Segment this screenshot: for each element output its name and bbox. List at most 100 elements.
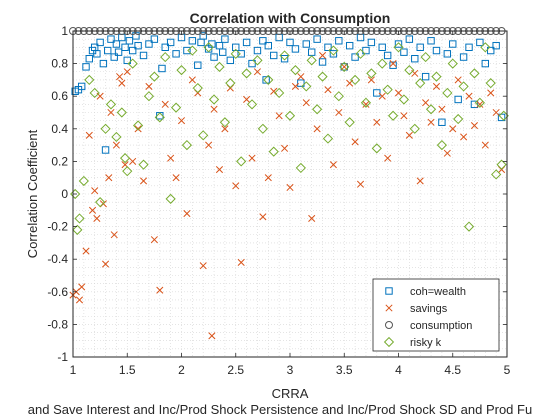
point-savings-stroke-b (118, 79, 126, 87)
point-savings (161, 100, 169, 108)
point-risky-k (453, 113, 464, 125)
point-coh-wealth (345, 41, 354, 50)
point-savings (210, 105, 218, 113)
point-coh-wealth (297, 79, 305, 87)
point-savings-stroke-b (356, 180, 365, 188)
point-coh-wealth (318, 58, 327, 66)
x-tick-label: 3 (287, 363, 294, 377)
point-coh-wealth (362, 46, 370, 55)
y-tick-label: 0.2 (51, 154, 68, 168)
point-coh-wealth (110, 53, 118, 61)
point-savings-stroke-b (210, 105, 218, 113)
point-coh-wealth (232, 43, 240, 51)
point-savings-stroke-b (449, 125, 457, 133)
point-coh-wealth (77, 82, 86, 91)
point-coh-wealth (264, 41, 273, 50)
point-coh-wealth (114, 48, 123, 56)
point-risky-k (322, 133, 334, 144)
point-risky-k (360, 97, 372, 108)
point-savings (297, 73, 305, 81)
point-risky-k (138, 159, 149, 170)
legend-marker-savings (385, 304, 393, 312)
point-savings-stroke-b (259, 213, 267, 221)
point-savings-stroke-b (150, 236, 158, 244)
point-risky-k (165, 193, 176, 204)
point-savings-stroke-b (460, 133, 468, 141)
point-coh-wealth (242, 38, 251, 47)
point-coh-wealth (394, 40, 403, 48)
point-savings (362, 100, 370, 108)
point-savings-stroke-b (253, 68, 262, 76)
point-risky-k (312, 104, 323, 115)
point-savings (318, 51, 327, 60)
point-savings (481, 141, 489, 149)
point-coh-wealth (416, 43, 424, 51)
point-savings (253, 68, 262, 76)
point-savings-stroke-b (384, 154, 392, 162)
point-risky-k (404, 65, 415, 76)
point-coh-wealth (487, 46, 495, 55)
point-savings (384, 154, 392, 162)
point-savings-stroke-b (411, 69, 419, 77)
point-savings-stroke-b (378, 92, 386, 100)
point-risky-k (469, 68, 480, 79)
point-coh-wealth (421, 72, 430, 81)
point-coh-wealth (188, 37, 197, 45)
point-savings-stroke-b (199, 262, 207, 270)
point-risky-k (236, 156, 247, 167)
point-savings (432, 82, 441, 90)
y-tick-label: 0 (61, 187, 68, 201)
point-savings (139, 177, 148, 185)
point-savings (324, 86, 332, 94)
point-savings-stroke-b (78, 283, 86, 291)
point-risky-k (95, 197, 106, 208)
point-risky-k (349, 74, 361, 86)
point-coh-wealth (324, 43, 332, 51)
point-risky-k (393, 42, 404, 53)
point-savings-stroke-b (110, 231, 118, 239)
point-coh-wealth (219, 48, 227, 56)
point-savings-stroke-b (215, 165, 224, 174)
legend-marker-coh-wealth (385, 287, 393, 295)
point-risky-k (252, 55, 263, 66)
point-savings-stroke-b (302, 99, 310, 107)
y-tick-label: -1 (57, 350, 68, 364)
point-savings-stroke-b (324, 86, 332, 94)
point-coh-wealth (172, 50, 180, 58)
point-risky-k (203, 42, 214, 53)
point-coh-wealth (329, 50, 338, 58)
point-risky-k (377, 58, 388, 69)
point-risky-k (366, 68, 377, 79)
point-coh-wealth (101, 146, 110, 154)
point-risky-k (78, 175, 89, 187)
point-savings-stroke-b (416, 177, 424, 185)
point-savings-stroke-b (183, 210, 191, 218)
point-savings (264, 174, 272, 182)
point-risky-k (74, 213, 85, 224)
legend-item-coh-wealth: coh=wealth (385, 286, 466, 298)
point-savings-stroke-b (96, 92, 104, 100)
point-savings-stroke-b (134, 125, 142, 133)
x-tick-label: 3.5 (336, 363, 353, 377)
point-coh-wealth (313, 35, 321, 43)
point-savings (373, 118, 381, 126)
point-savings-stroke-b (139, 177, 148, 185)
point-savings-stroke-b (243, 95, 251, 104)
point-savings-stroke-b (105, 174, 113, 182)
point-coh-wealth (93, 50, 101, 58)
legend-label-savings: savings (410, 303, 448, 315)
point-coh-wealth (145, 40, 153, 48)
point-savings (78, 283, 86, 291)
point-risky-k (72, 224, 83, 235)
point-coh-wealth (389, 61, 397, 69)
point-risky-k (284, 110, 296, 121)
point-savings-stroke-b (145, 82, 153, 90)
y-tick-label: 0.6 (51, 89, 68, 103)
point-coh-wealth (161, 43, 169, 51)
y-tick-label: -0.8 (47, 317, 68, 331)
x-tick-label: 2 (178, 363, 185, 377)
point-risky-k (143, 91, 155, 102)
point-coh-wealth (96, 38, 104, 47)
point-savings (427, 118, 435, 126)
point-risky-k (447, 58, 458, 69)
